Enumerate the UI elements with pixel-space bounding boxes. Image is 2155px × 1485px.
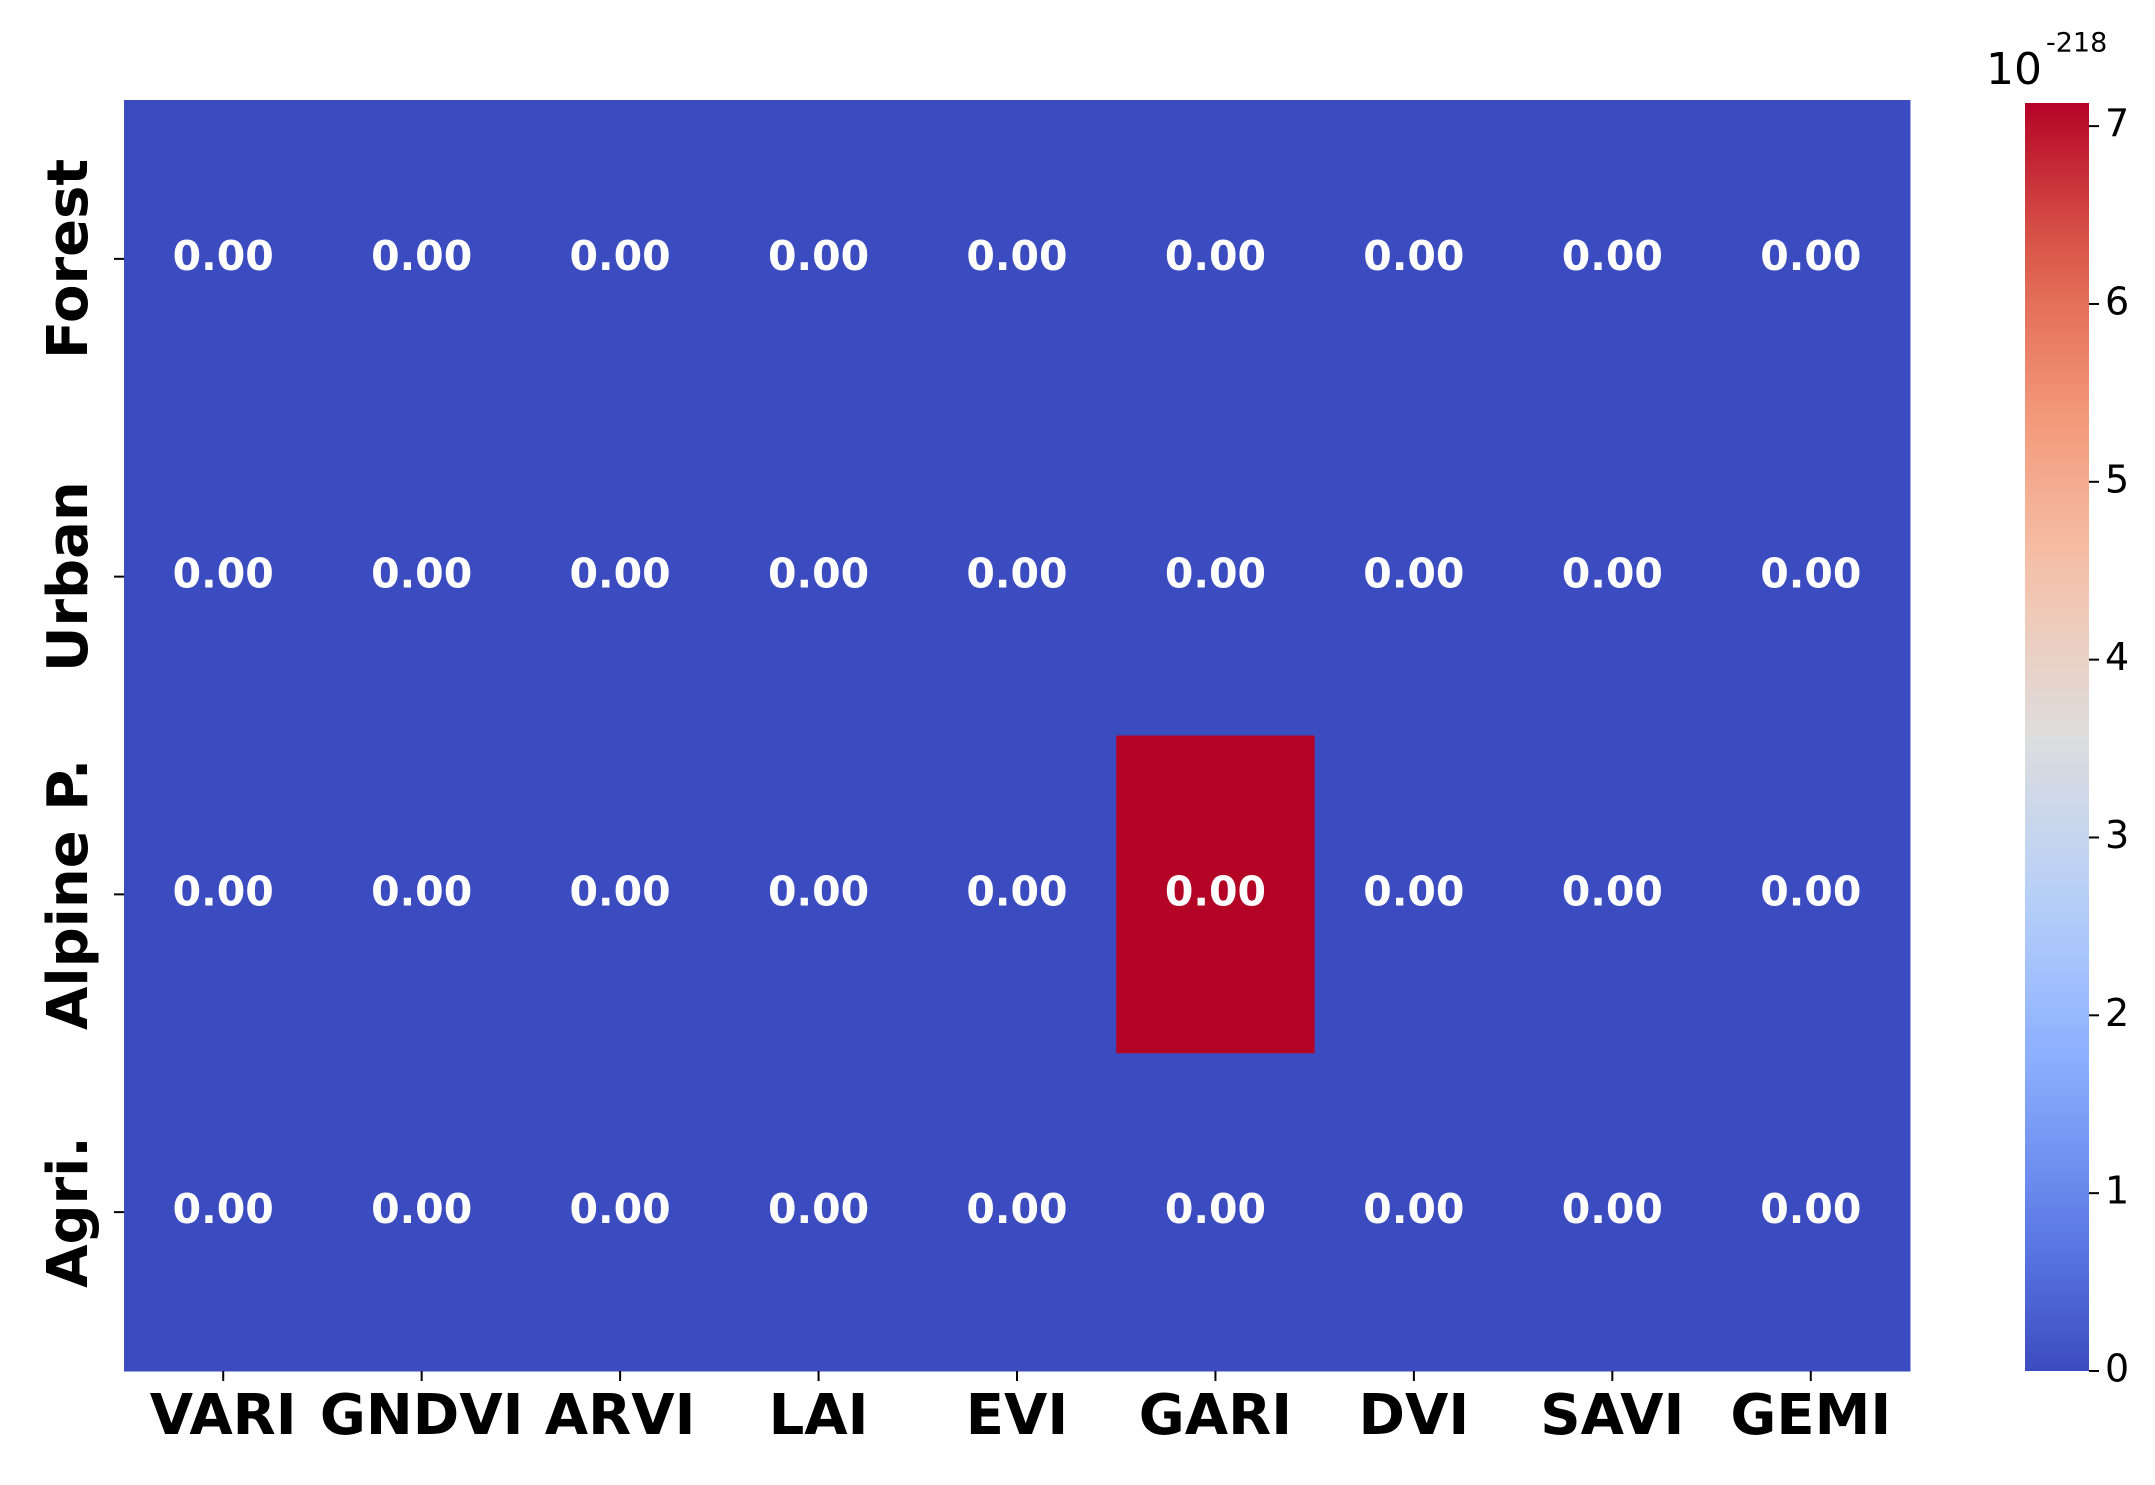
heatmap-cell: [719, 1053, 919, 1372]
heatmap-cell: [124, 735, 323, 1054]
colorbar-tick-label: 3: [2105, 813, 2129, 857]
colorbar-tick-label: 2: [2105, 991, 2129, 1035]
cell-label: 0.00: [1165, 867, 1266, 915]
colorbar: [2025, 103, 2089, 1371]
x-tick-label: GEMI: [1730, 1383, 1891, 1448]
y-tick-label: Agri.: [36, 1136, 101, 1288]
x-tick-label: SAVI: [1540, 1383, 1684, 1448]
cell-label: 0.00: [570, 867, 671, 915]
x-tick-label: GARI: [1139, 1383, 1292, 1448]
cell-label: 0.00: [768, 1185, 869, 1233]
cell-label: 0.00: [173, 1185, 274, 1233]
heatmap-cell: [917, 417, 1117, 736]
cell-label: 0.00: [1363, 1185, 1464, 1233]
cell-label: 0.00: [768, 550, 869, 598]
cell-label: 0.00: [1165, 550, 1266, 598]
heatmap-cell: [124, 417, 323, 736]
cell-label: 0.00: [1363, 550, 1464, 598]
cell-label: 0.00: [371, 867, 472, 915]
heatmap-cell: [917, 735, 1117, 1054]
heatmap-cell: [1314, 100, 1514, 419]
heatmap-cell: [1711, 417, 1911, 736]
x-tick-label: ARVI: [545, 1383, 696, 1448]
heatmap-cell: [520, 417, 720, 736]
x-tick-label: DVI: [1359, 1383, 1470, 1448]
cell-label: 0.00: [1760, 867, 1861, 915]
heatmap-cell: [1513, 1053, 1713, 1372]
cell-label: 0.00: [1562, 550, 1663, 598]
colorbar-offset-base: 10: [1986, 44, 2042, 95]
cell-label: 0.00: [1562, 1185, 1663, 1233]
x-tick-label: LAI: [769, 1383, 869, 1448]
cell-label: 0.00: [966, 867, 1067, 915]
heatmap-cell: [520, 1053, 720, 1372]
heatmap-cell: [1513, 735, 1713, 1054]
cell-label: 0.00: [371, 1185, 472, 1233]
cell-label: 0.00: [1562, 867, 1663, 915]
colorbar-tick-label: 4: [2105, 635, 2129, 679]
colorbar-tick-label: 0: [2105, 1347, 2129, 1391]
cell-label: 0.00: [1165, 1185, 1266, 1233]
cell-label: 0.00: [1363, 232, 1464, 280]
heatmap-cell: [520, 735, 720, 1054]
cell-label: 0.00: [1363, 867, 1464, 915]
heatmap-cell: [1116, 100, 1316, 419]
cell-label: 0.00: [570, 232, 671, 280]
heatmap-cell: [322, 417, 522, 736]
heatmap-cell: [1116, 417, 1316, 736]
colorbar-tick-label: 5: [2105, 457, 2129, 501]
cell-label: 0.00: [966, 550, 1067, 598]
colorbar-offset-exponent: -218: [2046, 28, 2107, 59]
heatmap-cell: [1116, 1053, 1316, 1372]
cell-label: 0.00: [173, 550, 274, 598]
y-tick-label: Urban: [36, 481, 101, 672]
cell-label: 0.00: [371, 550, 472, 598]
heatmap-cell: [917, 1053, 1117, 1372]
x-tick-label: VARI: [150, 1383, 297, 1448]
heatmap-cell: [124, 100, 323, 419]
heatmap-cell: [719, 417, 919, 736]
cell-label: 0.00: [768, 232, 869, 280]
cell-label: 0.00: [1760, 1185, 1861, 1233]
cell-label: 0.00: [966, 1185, 1067, 1233]
heatmap-cell: [1513, 417, 1713, 736]
cell-label: 0.00: [1760, 232, 1861, 280]
heatmap-cell: [1314, 417, 1514, 736]
cell-label: 0.00: [570, 1185, 671, 1233]
heatmap-cell: [1314, 735, 1514, 1054]
cell-label: 0.00: [173, 232, 274, 280]
heatmap-cell: [719, 100, 919, 419]
heatmap-cell: [1711, 735, 1911, 1054]
heatmap-cell: [322, 100, 522, 419]
heatmap-cell: [322, 735, 522, 1054]
heatmap-cell: [1513, 100, 1713, 419]
heatmap-cell: [1116, 735, 1316, 1054]
cell-label: 0.00: [966, 232, 1067, 280]
cell-label: 0.00: [768, 867, 869, 915]
x-tick-label: GNDVI: [320, 1383, 524, 1448]
x-tick-label: EVI: [966, 1383, 1068, 1448]
y-tick-label: Alpine P.: [36, 759, 101, 1030]
heatmap-cell: [1314, 1053, 1514, 1372]
cell-label: 0.00: [570, 550, 671, 598]
heatmap-cell: [1711, 100, 1911, 419]
cell-label: 0.00: [1760, 550, 1861, 598]
colorbar-tick-label: 6: [2105, 279, 2129, 323]
y-tick-label: Forest: [36, 159, 101, 359]
cell-label: 0.00: [1562, 232, 1663, 280]
colorbar-tick-label: 1: [2105, 1169, 2129, 1213]
heatmap-cell: [124, 1053, 323, 1372]
heatmap-cell: [520, 100, 720, 419]
cell-label: 0.00: [371, 232, 472, 280]
heatmap-cell: [1711, 1053, 1911, 1372]
heatmap-cell: [719, 735, 919, 1054]
heatmap-cell: [322, 1053, 522, 1372]
heatmap-cell: [917, 100, 1117, 419]
cell-label: 0.00: [173, 867, 274, 915]
cell-label: 0.00: [1165, 232, 1266, 280]
colorbar-tick-label: 7: [2105, 102, 2129, 146]
